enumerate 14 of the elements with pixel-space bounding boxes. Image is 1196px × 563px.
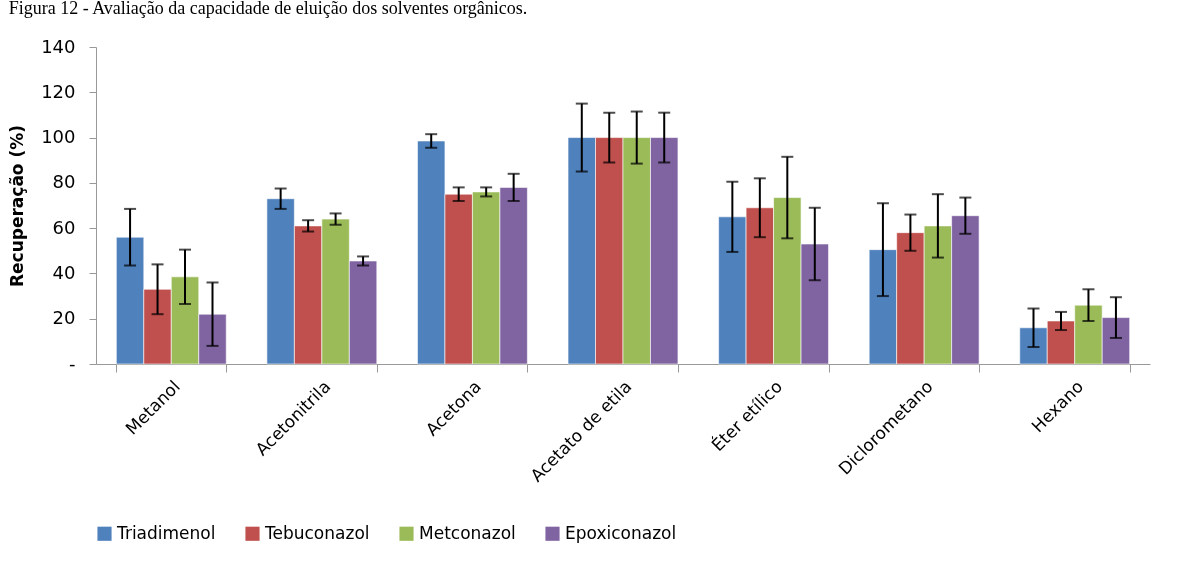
y-tick-label: 60 [52, 216, 76, 238]
y-axis-title: Recuperação (%) [7, 124, 28, 288]
y-tick-label: 80 [52, 171, 76, 193]
y-tick-label: 100 [41, 126, 76, 148]
y-tick-label: 120 [41, 80, 76, 102]
legend-label: Triadimenol [116, 522, 216, 543]
y-tick-label: 20 [52, 307, 76, 329]
legend-label: Metconazol [419, 522, 516, 543]
y-tick-label: 140 [41, 35, 76, 57]
y-tick-label: 40 [52, 261, 76, 283]
chart-title: Figura 12 - Avaliação da capacidade de eluição dos solventes orgânicos. [8, 0, 528, 18]
legend-label: Tebuconazol [264, 522, 370, 543]
legend-label: Epoxiconazol [565, 522, 677, 543]
y-tick-label: - [69, 352, 76, 374]
